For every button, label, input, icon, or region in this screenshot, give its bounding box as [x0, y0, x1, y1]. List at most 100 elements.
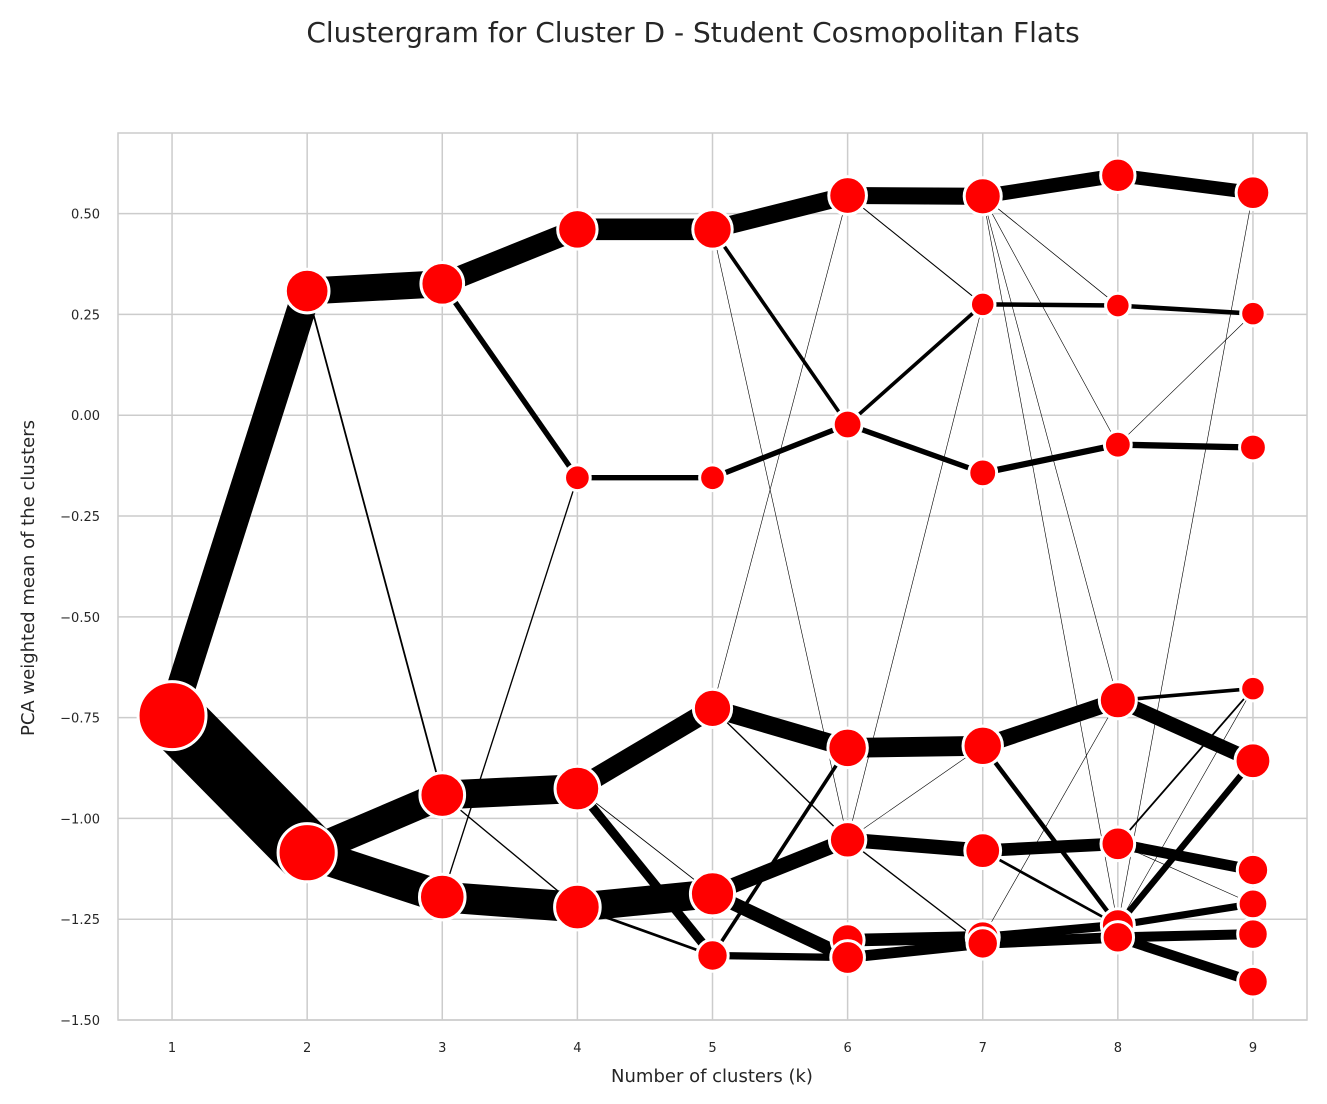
cluster-centroid-point — [1097, 680, 1138, 721]
cluster-centroid-point — [1099, 825, 1137, 863]
cluster-transition-edge — [710, 186, 850, 239]
x-tick-label: 5 — [708, 1041, 716, 1056]
edge-layer — [150, 168, 1256, 987]
node-layer — [136, 156, 1273, 999]
cluster-centroid-point — [556, 208, 599, 251]
cluster-transition-edge — [847, 839, 984, 944]
cluster-centroid-point — [831, 408, 864, 441]
x-axis-label: Number of clusters (k) — [611, 1066, 813, 1087]
cluster-transition-edge — [982, 837, 1119, 857]
cluster-transition-edge — [982, 700, 1119, 938]
x-tick-label: 6 — [843, 1041, 851, 1056]
cluster-transition-edge — [1117, 900, 1254, 929]
cluster-centroid-point — [283, 267, 331, 315]
cluster-centroid-point — [827, 820, 868, 860]
cluster-centroid-point — [695, 938, 730, 973]
cluster-transition-edge — [438, 219, 582, 294]
cluster-centroid-point — [1239, 674, 1267, 703]
cluster-transition-edge — [982, 441, 1119, 476]
cluster-transition-edge — [847, 735, 983, 758]
cluster-transition-edge — [1117, 313, 1254, 445]
cluster-centroid-point — [1235, 852, 1271, 888]
x-axis-ticks: 1 2 3 4 5 6 7 8 9 — [168, 1041, 1257, 1056]
cluster-centroid-point — [417, 872, 467, 922]
cluster-transition-edge — [980, 744, 1120, 927]
cluster-transition-edge — [847, 832, 984, 858]
cluster-transition-edge — [709, 832, 851, 901]
plot-frame — [117, 132, 1308, 1021]
cluster-centroid-point — [965, 926, 1000, 961]
cluster-transition-edge — [847, 186, 983, 205]
cluster-centroid-point — [136, 680, 208, 752]
cluster-transition-edge — [982, 920, 1119, 942]
cluster-transition-edge — [982, 196, 1119, 701]
cluster-transition-edge — [158, 286, 321, 720]
cluster-transition-edge — [847, 195, 984, 305]
cluster-centroid-point — [1233, 741, 1273, 781]
cluster-transition-edge — [441, 794, 578, 908]
cluster-transition-edge — [709, 699, 851, 757]
y-tick-label: −0.75 — [60, 712, 100, 727]
cluster-centroid-point — [1236, 917, 1270, 951]
cluster-transition-edge — [1117, 688, 1254, 926]
cluster-transition-edge — [1116, 932, 1255, 987]
cluster-transition-edge — [846, 421, 984, 476]
cluster-transition-edge — [712, 951, 848, 962]
cluster-transition-edge — [982, 302, 1118, 308]
cluster-centroid-point — [1236, 887, 1270, 921]
cluster-transition-edge — [846, 303, 984, 426]
cluster-centroid-point — [829, 939, 866, 976]
x-tick-label: 8 — [1114, 1041, 1122, 1056]
cluster-centroid-point — [1104, 291, 1132, 320]
cluster-transition-edge — [981, 168, 1119, 204]
cluster-transition-edge — [1117, 686, 1254, 703]
cluster-transition-edge — [1116, 838, 1254, 876]
y-tick-label: 0.00 — [71, 409, 100, 424]
cluster-centroid-point — [1102, 429, 1133, 460]
cluster-centroid-point — [827, 175, 868, 216]
cluster-transition-edge — [847, 745, 983, 841]
cluster-centroid-point — [691, 687, 734, 729]
cluster-centroid-point — [1100, 920, 1136, 955]
cluster-centroid-point — [967, 457, 999, 489]
cluster-transition-edge — [1117, 929, 1254, 943]
cluster-transition-edge — [577, 788, 713, 895]
cluster-transition-edge — [1114, 693, 1256, 768]
cluster-transition-edge — [982, 196, 1119, 306]
y-tick-label: −0.25 — [60, 510, 100, 525]
cluster-centroid-point — [962, 176, 1003, 217]
cluster-transition-edge — [847, 304, 984, 840]
cluster-transition-edge — [440, 282, 580, 480]
cluster-transition-edge — [573, 785, 716, 959]
y-tick-label: −1.00 — [60, 812, 100, 827]
cluster-transition-edge — [710, 746, 850, 957]
cluster-centroid-point — [968, 290, 997, 319]
x-tick-label: 3 — [438, 1041, 446, 1056]
y-tick-label: −1.25 — [60, 913, 100, 928]
cluster-centroid-point — [553, 764, 602, 813]
cluster-transition-edge — [1117, 303, 1254, 316]
cluster-transition-edge — [982, 849, 1119, 927]
cluster-transition-edge — [306, 290, 444, 796]
cluster-transition-edge — [847, 931, 983, 947]
cluster-centroid-point — [963, 831, 1003, 871]
cluster-transition-edge — [1117, 843, 1254, 905]
cluster-transition-edge — [1117, 192, 1254, 926]
cluster-transition-edge — [712, 195, 848, 709]
cluster-centroid-point — [1099, 156, 1137, 195]
cluster-transition-edge — [711, 228, 850, 426]
cluster-centroid-point — [688, 870, 737, 918]
cluster-transition-edge — [982, 931, 1119, 949]
x-tick-label: 4 — [573, 1041, 581, 1056]
cluster-centroid-point — [961, 724, 1004, 768]
cluster-transition-edge — [982, 196, 1119, 445]
y-tick-label: −1.50 — [60, 1014, 100, 1029]
cluster-transition-edge — [712, 707, 849, 841]
cluster-transition-edge — [980, 692, 1121, 754]
y-tick-label: −0.50 — [60, 611, 100, 626]
cluster-centroid-point — [1234, 174, 1272, 212]
cluster-transition-edge — [847, 938, 984, 963]
x-tick-label: 1 — [168, 1041, 176, 1056]
cluster-centroid-point — [1239, 299, 1267, 328]
